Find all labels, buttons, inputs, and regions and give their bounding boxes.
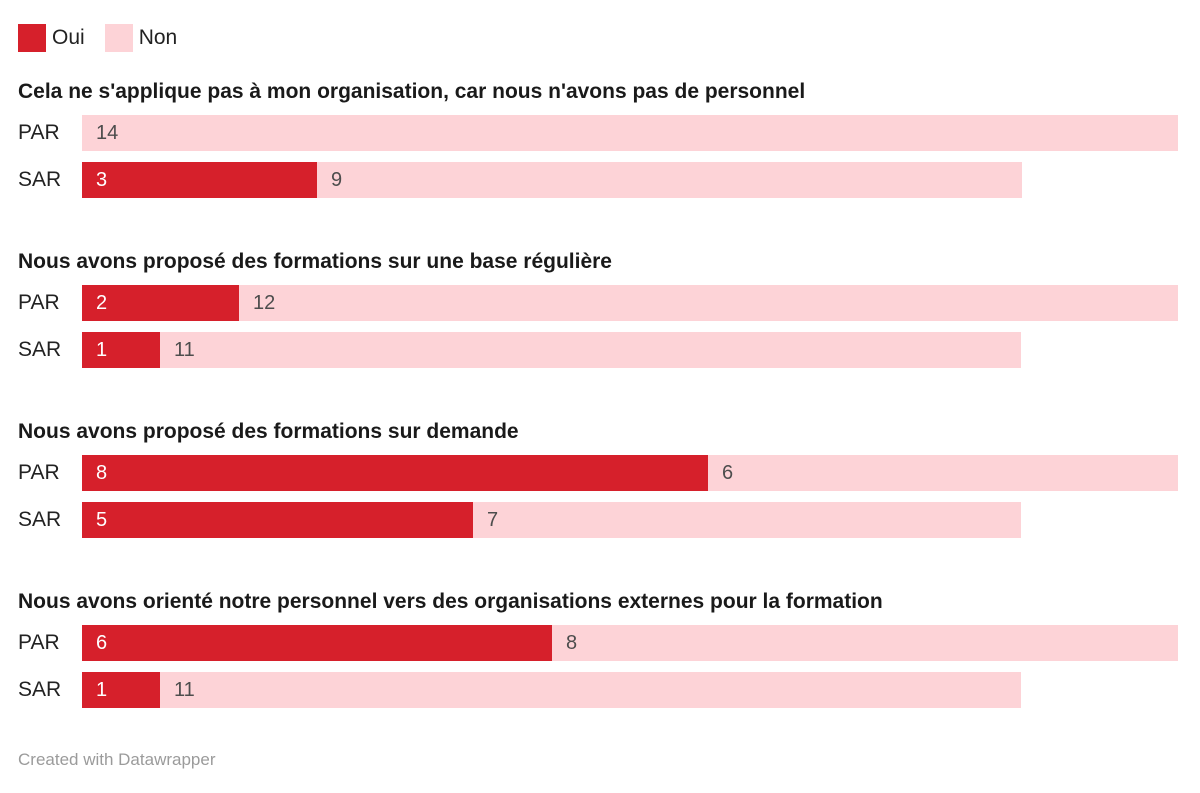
bar-row: SAR 3 9: [18, 162, 1178, 198]
value-label: 8: [566, 632, 578, 654]
question-group: Nous avons orienté notre personnel vers …: [18, 590, 1178, 708]
question-title: Nous avons orienté notre personnel vers …: [18, 590, 883, 613]
legend-label-non: Non: [138, 26, 178, 49]
bar-row: SAR 5 7: [18, 502, 1178, 538]
row-label: PAR: [18, 461, 60, 484]
legend: Oui Non: [18, 24, 1178, 52]
bar-segment-oui: 2: [82, 285, 239, 321]
row-label: SAR: [18, 168, 62, 191]
bar-segment-non: 6: [708, 455, 1178, 491]
bar-row: PAR 2 12: [18, 285, 1178, 321]
bar-row: SAR 1 11: [18, 332, 1178, 368]
value-label: 7: [487, 509, 499, 531]
bar-row: PAR 6 8: [18, 625, 1178, 661]
question-title: Nous avons proposé des formations sur un…: [18, 250, 612, 273]
legend-item-non: Non: [104, 24, 178, 52]
bar-track: 8 6: [82, 455, 1178, 491]
bar-segment-oui: 1: [82, 332, 160, 368]
question-group: Cela ne s'applique pas à mon organisatio…: [18, 80, 1178, 198]
question-group: Nous avons proposé des formations sur de…: [18, 420, 1178, 538]
bar-row: PAR 8 6: [18, 455, 1178, 491]
row-label: SAR: [18, 678, 62, 701]
row-label: PAR: [18, 291, 60, 314]
bar-segment-oui: 1: [82, 672, 160, 708]
value-label: 9: [331, 169, 343, 191]
bar-segment-non: 11: [160, 672, 1021, 708]
legend-swatch-oui: [18, 24, 46, 52]
bar-track: 2 12: [82, 285, 1178, 321]
value-label: 3: [96, 169, 108, 191]
bar-track: 0 14: [82, 115, 1178, 151]
bar-segment-non: 12: [239, 285, 1178, 321]
value-label: 1: [96, 339, 108, 361]
bar-segment-oui: 6: [82, 625, 552, 661]
bar-segment-non: 7: [473, 502, 1021, 538]
value-label: 11: [174, 679, 195, 701]
value-label: 2: [96, 292, 108, 314]
row-label: SAR: [18, 338, 62, 361]
bar-segment-non: 9: [317, 162, 1022, 198]
question-title: Nous avons proposé des formations sur de…: [18, 420, 519, 443]
bar-segment-non: 14: [82, 115, 1178, 151]
value-label: 1: [96, 679, 108, 701]
attribution-link[interactable]: Created with Datawrapper: [18, 750, 216, 769]
value-label: 6: [722, 462, 734, 484]
row-label: SAR: [18, 508, 62, 531]
bar-segment-oui: 8: [82, 455, 708, 491]
bar-row: PAR 0 14: [18, 115, 1178, 151]
value-label: 5: [96, 509, 108, 531]
bar-row: SAR 1 11: [18, 672, 1178, 708]
row-label: PAR: [18, 631, 60, 654]
row-label: PAR: [18, 121, 60, 144]
question-title: Cela ne s'applique pas à mon organisatio…: [18, 80, 806, 103]
value-label: 8: [96, 462, 108, 484]
value-label: 11: [174, 339, 195, 361]
bar-segment-non: 8: [552, 625, 1178, 661]
legend-label-oui: Oui: [52, 26, 85, 49]
legend-swatch-non: [104, 24, 133, 52]
bar-segment-oui: 5: [82, 502, 473, 538]
legend-item-oui: Oui: [18, 24, 85, 52]
bar-track: 5 7: [82, 502, 1178, 538]
bar-track: 3 9: [82, 162, 1178, 198]
bar-track: 1 11: [82, 672, 1178, 708]
value-label: 6: [96, 632, 108, 654]
bar-track: 1 11: [82, 332, 1178, 368]
bar-segment-non: 11: [160, 332, 1021, 368]
bar-track: 6 8: [82, 625, 1178, 661]
value-label: 14: [96, 122, 119, 144]
bar-segment-oui: 3: [82, 162, 317, 198]
question-group: Nous avons proposé des formations sur un…: [18, 250, 1178, 368]
value-label: 12: [253, 292, 276, 314]
